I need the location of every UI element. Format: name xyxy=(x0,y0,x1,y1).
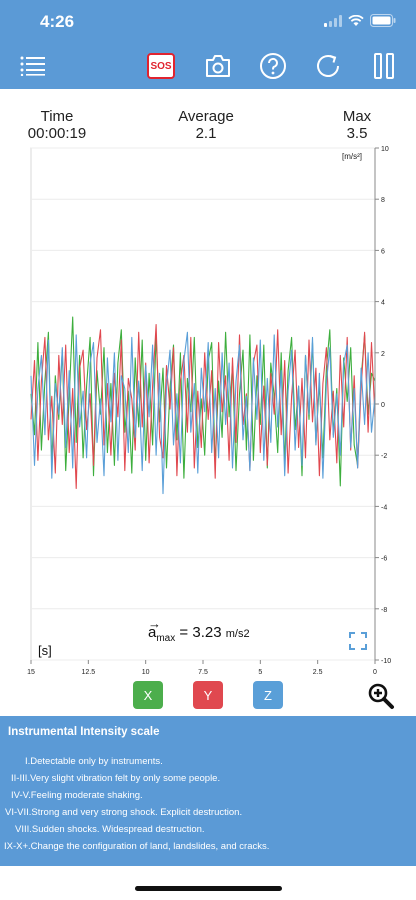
time-stat: Time 00:00:19 xyxy=(22,108,92,142)
sos-button[interactable]: SOS xyxy=(147,53,175,79)
unit-label: [m/s²] xyxy=(342,152,362,161)
x-tick-label: 2.5 xyxy=(313,669,323,676)
vector-arrow-icon: → xyxy=(148,616,161,631)
x-tick-label: 5 xyxy=(258,669,262,676)
sos-label: SOS xyxy=(150,60,172,72)
y-tick-label: -10 xyxy=(381,658,391,665)
battery-icon xyxy=(370,14,396,27)
y-tick-label: 8 xyxy=(381,197,385,204)
x-axis-label: [s] xyxy=(38,643,52,658)
wifi-icon xyxy=(348,14,364,26)
home-indicator[interactable] xyxy=(135,886,282,891)
top-bar: 4:26 SOS xyxy=(0,0,416,89)
amax-subscript: max xyxy=(156,633,176,644)
amax-symbol: a xyxy=(148,624,157,641)
intensity-item: VI-VII.Strong and very strong shock. Exp… xyxy=(5,807,243,818)
y-tick-label: -4 xyxy=(381,504,387,511)
status-time: 4:26 xyxy=(40,12,75,31)
axis-toggle-y[interactable]: Y xyxy=(193,681,223,709)
amax-value: 3.23 xyxy=(192,624,222,641)
average-label: Average xyxy=(178,108,234,125)
y-tick-label: 4 xyxy=(381,300,385,307)
chart-area: 10 8 6 4 2 0 -2 -4 -6 -8 -10 15 12.5 10 7.5 5 2.5 0 [m/s²… xyxy=(0,144,416,680)
y-tick-label: 2 xyxy=(381,351,385,358)
series-line-z xyxy=(30,331,376,495)
x-tick-label: 15 xyxy=(27,669,35,676)
acceleration-chart: 10 8 6 4 2 0 -2 -4 -6 -8 -10 15 12.5 10 7.5 5 2.5 0 [m/s²… xyxy=(27,146,391,676)
max-label: Max xyxy=(342,108,372,125)
x-tick-label: 7.5 xyxy=(198,669,208,676)
x-tick-label: 0 xyxy=(373,669,377,676)
intensity-item: IV-V.Feeling moderate shaking. xyxy=(11,790,143,801)
signal-icon xyxy=(324,14,342,27)
y-tick-label: -6 xyxy=(381,556,387,563)
intensity-scale-panel: Instrumental Intensity scale I.Detectabl… xyxy=(0,716,416,866)
x-tick-label: 10 xyxy=(142,669,150,676)
y-tick-label: -8 xyxy=(381,607,387,614)
average-stat: Average 2.1 xyxy=(166,108,246,142)
pause-icon[interactable] xyxy=(369,51,399,81)
amax-readout: amax = 3.23 m/s2 xyxy=(148,624,250,644)
intensity-item: II-III.Very slight vibration felt by onl… xyxy=(11,773,221,784)
zoom-in-icon[interactable] xyxy=(367,682,395,710)
axis-toggle-z[interactable]: Z xyxy=(253,681,283,709)
intensity-item: VIII.Sudden shocks. Widespread destructi… xyxy=(15,824,205,835)
max-stat: Max 3.5 xyxy=(336,108,378,142)
fullscreen-icon[interactable] xyxy=(349,632,367,650)
stats-row: Time 00:00:19 Average 2.1 Max 3.5 xyxy=(0,108,416,144)
average-value: 2.1 xyxy=(195,125,217,142)
intensity-scale-title: Instrumental Intensity scale xyxy=(8,726,160,738)
intensity-item: IX-X+.Change the configuration of land, … xyxy=(4,841,270,852)
camera-icon[interactable] xyxy=(203,51,233,81)
time-value: 00:00:19 xyxy=(27,125,87,142)
menu-icon[interactable] xyxy=(18,51,48,81)
refresh-icon[interactable] xyxy=(313,51,343,81)
max-value: 3.5 xyxy=(346,125,368,142)
y-tick-label: 10 xyxy=(381,146,389,153)
help-icon[interactable] xyxy=(258,51,288,81)
time-label: Time xyxy=(40,108,74,125)
x-tick-label: 12.5 xyxy=(82,669,96,676)
amax-unit: m/s2 xyxy=(225,628,250,640)
y-tick-label: 6 xyxy=(381,248,385,255)
y-tick-label: -2 xyxy=(381,453,387,460)
y-tick-label: 0 xyxy=(381,402,385,409)
intensity-item: I.Detectable only by instruments. xyxy=(25,756,163,767)
axis-toggle-x[interactable]: X xyxy=(133,681,163,709)
status-icons xyxy=(324,14,396,27)
